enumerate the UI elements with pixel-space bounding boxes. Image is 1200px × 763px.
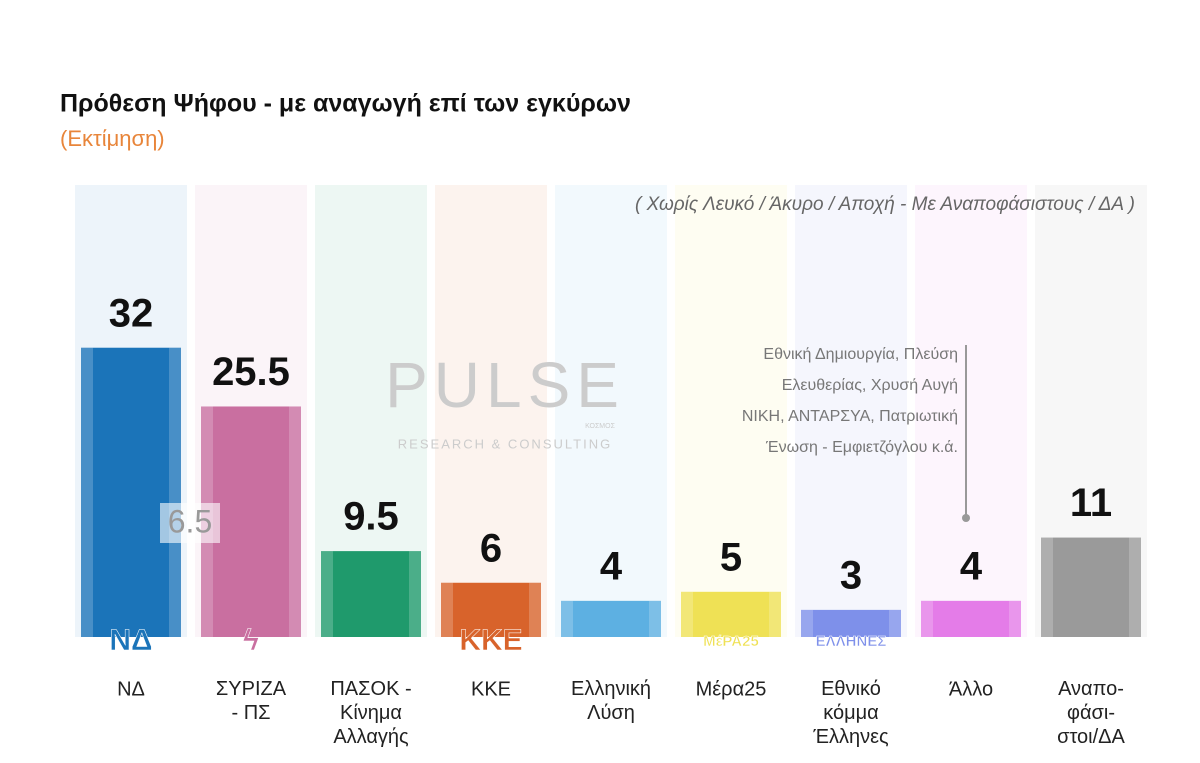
x-tick-label: ΠΑΣΟΚ -Κίνημα Αλλαγής <box>330 678 411 748</box>
column-band <box>795 185 907 637</box>
logo: ϟ <box>243 624 259 657</box>
x-tick-label: Αναπο-φάσι-στοι/ΔΑ <box>1057 678 1125 748</box>
bar-edge <box>681 591 693 637</box>
bar-edge <box>561 600 573 637</box>
value-label: 25.5 <box>212 350 290 394</box>
x-tick-label: ΚΚΕ <box>471 678 511 700</box>
logo: ΕΛΛΗΝΕΣ <box>816 633 887 650</box>
bar-edge <box>529 582 541 637</box>
bar-body <box>321 551 421 637</box>
other-parties: Ένωση - Εμφιετζόγλου κ.ά. <box>765 439 958 456</box>
bar <box>441 582 541 637</box>
bar-edge <box>441 582 453 637</box>
bar <box>321 551 421 637</box>
bar-body <box>921 600 1021 637</box>
other-parties: Εθνική Δημιουργία, Πλεύση <box>763 346 958 363</box>
bar-body <box>561 600 661 637</box>
other-parties: ΝΙΚΗ, ΑΝΤΑΡΣΥΑ, Πατριωτική <box>742 408 958 425</box>
bar-body <box>81 347 181 637</box>
chart-subtitle: (Εκτίμηση) <box>60 126 165 151</box>
column-band <box>675 185 787 637</box>
logo: ΚΚΕ <box>459 624 522 657</box>
watermark: PULSE <box>385 349 625 421</box>
bar-edge <box>169 347 181 637</box>
x-tick-label: Μέρα25 <box>696 678 767 700</box>
value-label: 4 <box>960 544 983 588</box>
watermark: ΚΟΣΜΟΣ <box>585 423 616 430</box>
bar <box>1041 537 1141 637</box>
column-band <box>915 185 1027 637</box>
bar-edge <box>1041 537 1053 637</box>
bar <box>801 609 901 637</box>
bar-edge <box>289 406 301 637</box>
column-band <box>435 185 547 637</box>
other-parties: Ελευθερίας, Χρυσή Αυγή <box>782 377 958 394</box>
bar <box>681 591 781 637</box>
value-label: 9.5 <box>343 495 399 539</box>
x-tick-label: Ελληνική Λύση <box>571 678 651 724</box>
bar-edge <box>769 591 781 637</box>
bar-body <box>681 591 781 637</box>
value-label: 4 <box>600 544 623 588</box>
value-label: 11 <box>1070 481 1112 525</box>
bar <box>561 600 661 637</box>
value-label: 5 <box>720 535 742 579</box>
bar-edge <box>321 551 333 637</box>
annotation-box <box>160 503 220 543</box>
bar-edge <box>409 551 421 637</box>
value-label: 32 <box>109 291 154 335</box>
note: ( Χωρίς Λευκό / Άκυρο / Αποχή - Με Αναπο… <box>635 194 1135 215</box>
bar-edge <box>649 600 661 637</box>
bar <box>921 600 1021 637</box>
logo: ΜέΡΑ25 <box>703 633 759 650</box>
bar-edge <box>889 609 901 637</box>
connector-dot <box>962 514 970 522</box>
value-label: 6 <box>480 526 502 570</box>
lead-annotation: 6.5 <box>168 503 212 539</box>
column-band <box>555 185 667 637</box>
bar <box>81 347 181 637</box>
x-tick-label: Άλλο <box>949 678 993 700</box>
bar-body <box>441 582 541 637</box>
x-tick-label: Εθνικό κόμμα Έλληνες <box>812 678 889 748</box>
chart-title: Πρόθεση Ψήφου - με αναγωγή επί των εγκύρ… <box>60 90 631 118</box>
watermark: RESEARCH & CONSULTING <box>398 436 612 451</box>
value-label: 3 <box>840 553 862 597</box>
bar-body <box>801 609 901 637</box>
bar-body <box>1041 537 1141 637</box>
bar-edge <box>1009 600 1021 637</box>
x-tick-label: ΣΥΡΙΖΑ - ΠΣ <box>216 678 287 724</box>
bar-edge <box>921 600 933 637</box>
bar-edge <box>81 347 93 637</box>
x-tick-label: ΝΔ <box>117 678 145 700</box>
logo: ΝΔ <box>109 624 152 657</box>
bar-edge <box>801 609 813 637</box>
bar-edge <box>1129 537 1141 637</box>
